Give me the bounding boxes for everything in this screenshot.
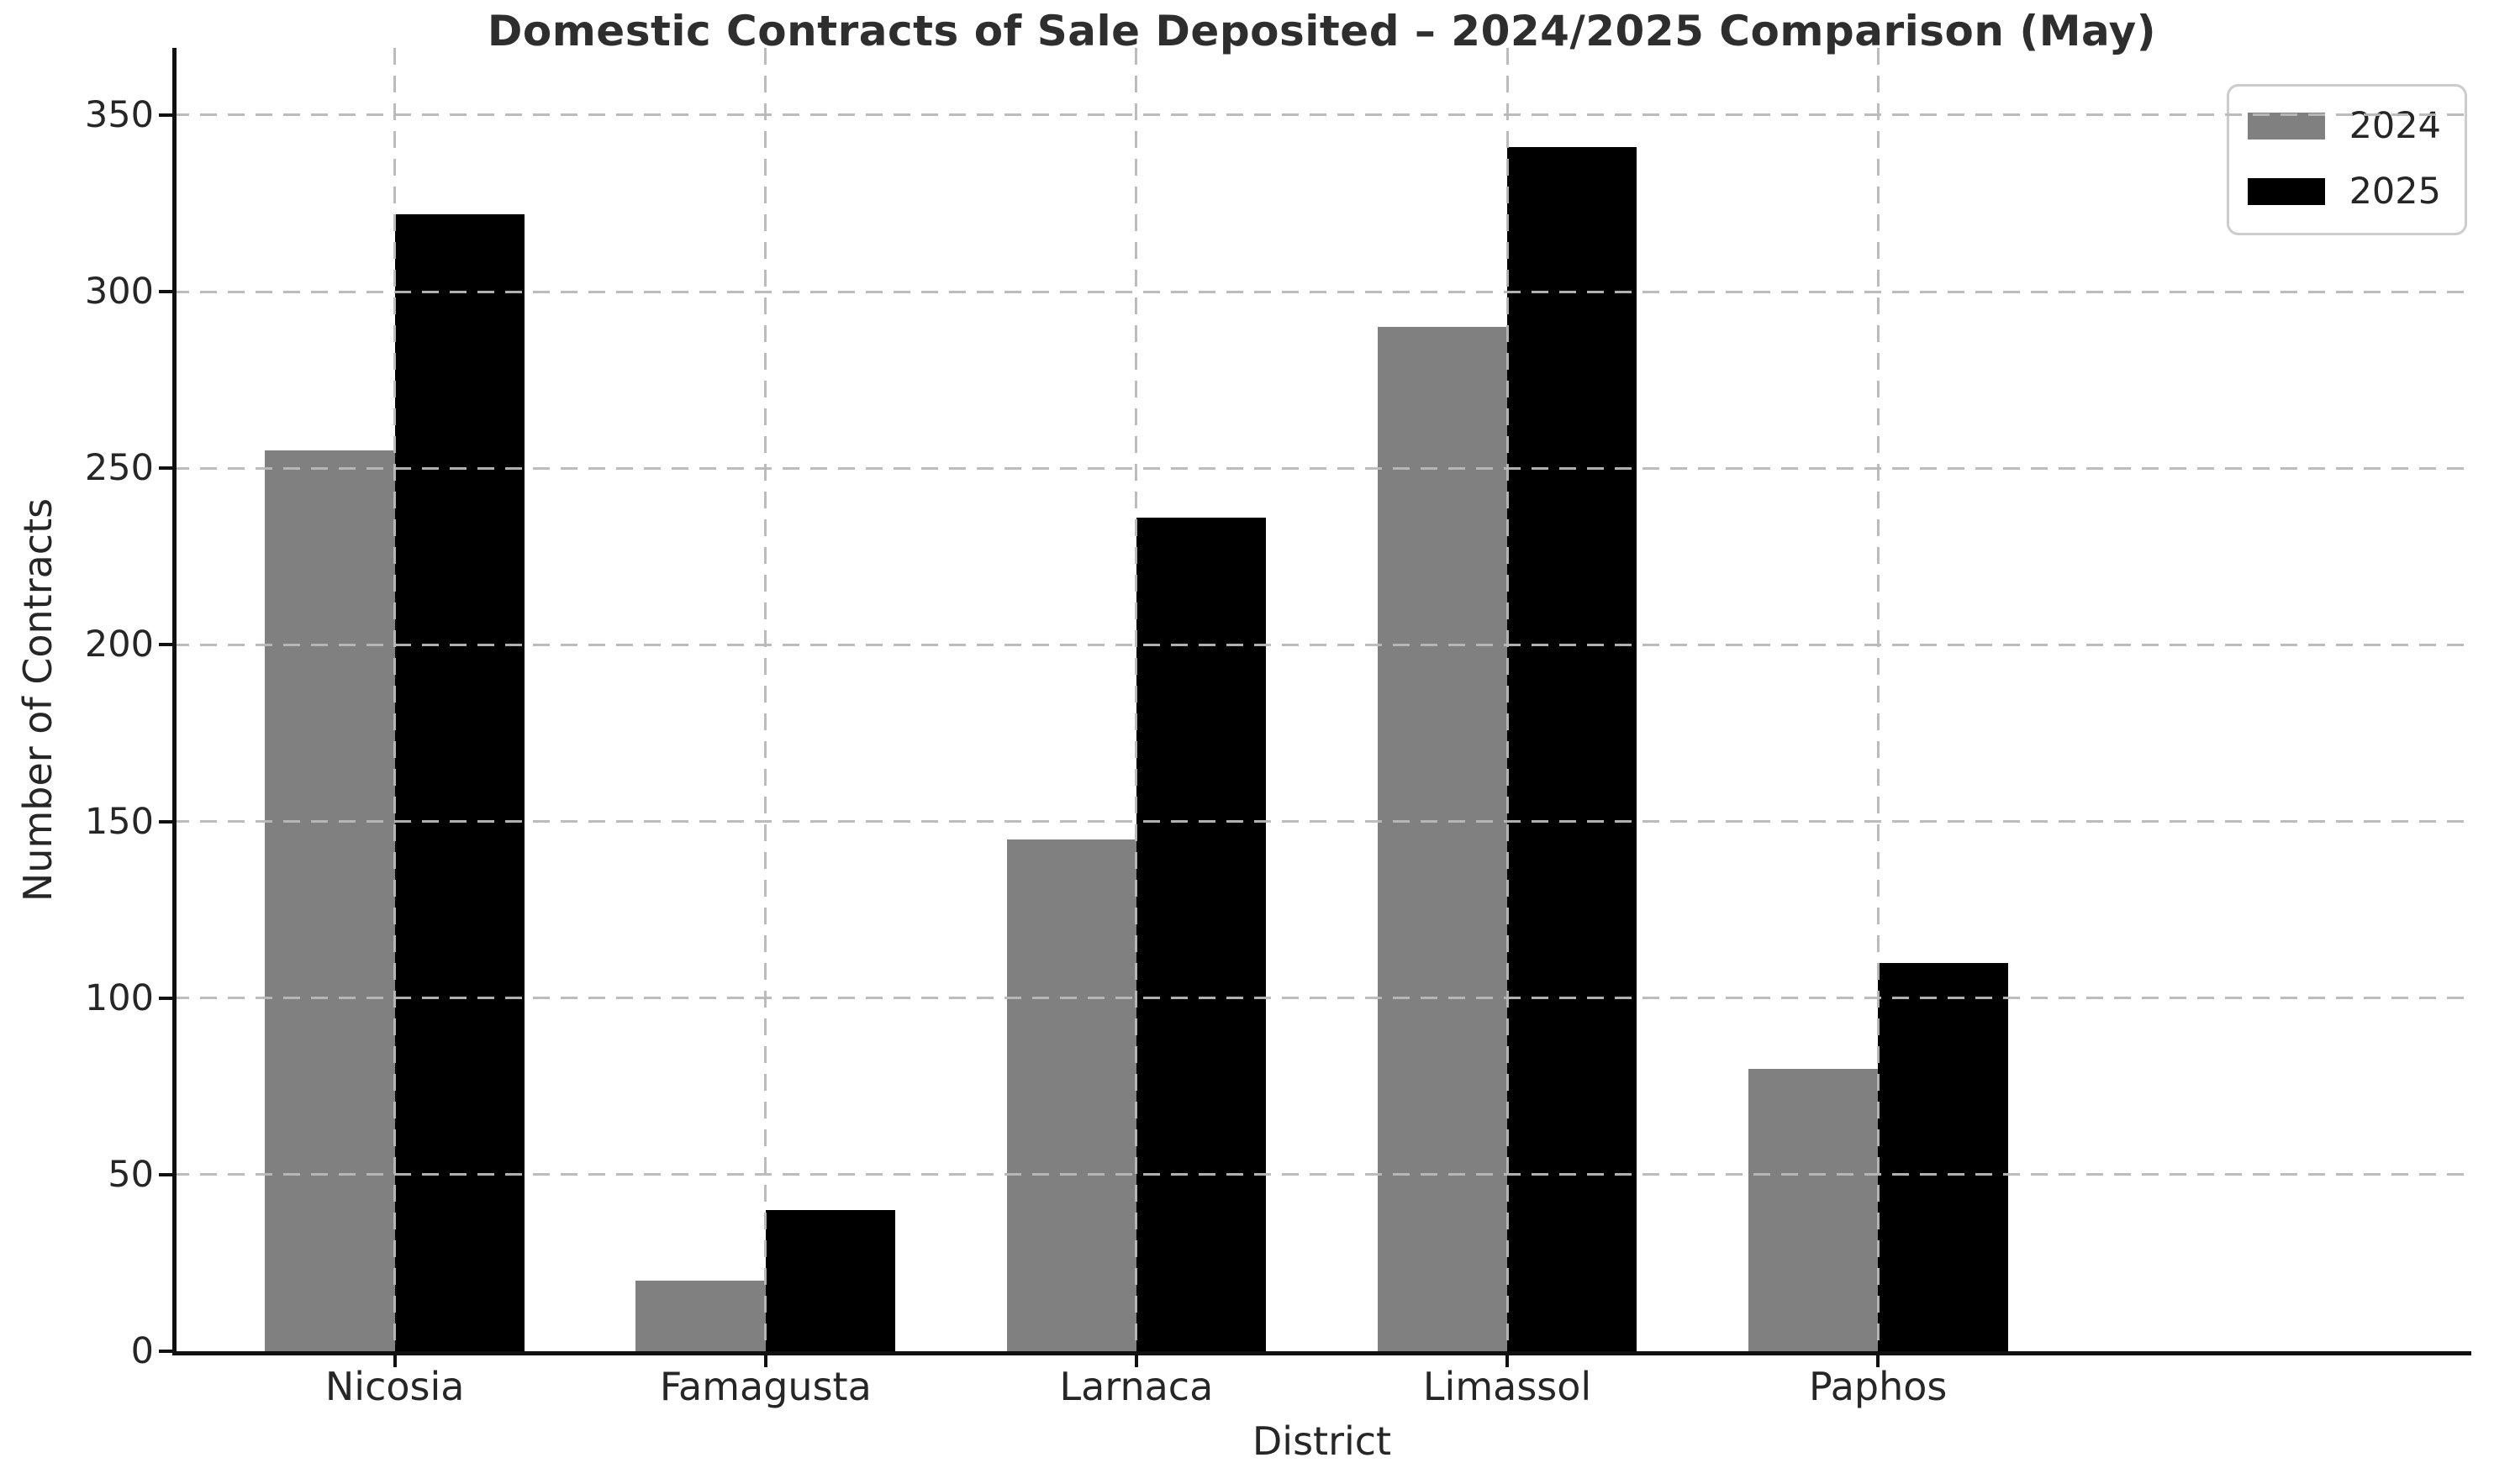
chart-title: Domestic Contracts of Sale Deposited – 2… xyxy=(487,7,2157,55)
y-tick-label-100: 100 xyxy=(84,976,154,1019)
x-tick-label-larnaca: Larnaca xyxy=(1059,1364,1214,1409)
y-tick-label-250: 250 xyxy=(84,447,154,490)
y-tick-150 xyxy=(159,819,172,824)
y-tick-label-150: 150 xyxy=(84,800,154,843)
y-tick-100 xyxy=(159,996,172,1000)
gridline-x-nicosia xyxy=(393,48,397,1351)
gridline-y-350 xyxy=(172,113,2471,117)
bar-larnaca-2025 xyxy=(1136,518,1267,1351)
y-tick-200 xyxy=(159,643,172,647)
x-tick-label-limassol: Limassol xyxy=(1422,1364,1592,1409)
gridline-x-famagusta xyxy=(764,48,767,1351)
gridline-y-150 xyxy=(172,820,2471,823)
x-tick-nicosia xyxy=(393,1355,397,1367)
bar-larnaca-2024 xyxy=(1006,839,1136,1351)
y-tick-300 xyxy=(159,290,172,294)
bar-nicosia-2025 xyxy=(394,213,525,1351)
legend-entry-2024: 2024 xyxy=(2248,105,2441,147)
x-tick-famagusta xyxy=(763,1355,767,1367)
legend-entry-2025: 2025 xyxy=(2248,171,2441,213)
x-tick-label-nicosia: Nicosia xyxy=(324,1364,465,1409)
legend-swatch-2025 xyxy=(2248,178,2325,205)
y-tick-350 xyxy=(159,113,172,117)
gridline-x-limassol xyxy=(1505,48,1509,1351)
y-tick-label-50: 50 xyxy=(108,1153,154,1196)
gridline-y-200 xyxy=(172,643,2471,646)
bar-limassol-2024 xyxy=(1377,327,1508,1351)
bar-paphos-2024 xyxy=(1748,1068,1879,1351)
x-tick-label-famagusta: Famagusta xyxy=(659,1364,872,1409)
legend-swatch-2024 xyxy=(2248,113,2325,139)
gridline-y-50 xyxy=(172,1173,2471,1176)
y-tick-250 xyxy=(159,466,172,471)
x-axis-label: District xyxy=(1252,1418,1392,1464)
x-tick-limassol xyxy=(1505,1355,1510,1367)
y-tick-label-300: 300 xyxy=(84,271,154,313)
bottom-spine xyxy=(172,1351,2471,1355)
gridline-y-300 xyxy=(172,290,2471,293)
bar-paphos-2025 xyxy=(1878,962,2008,1351)
x-tick-label-paphos: Paphos xyxy=(1809,1364,1948,1409)
gridline-y-100 xyxy=(172,997,2471,1000)
y-tick-0 xyxy=(159,1350,172,1353)
x-tick-larnaca xyxy=(1134,1355,1138,1367)
bar-famagusta-2024 xyxy=(635,1280,766,1351)
left-spine xyxy=(172,48,177,1355)
legend-label-2024: 2024 xyxy=(2349,105,2441,147)
x-tick-paphos xyxy=(1876,1355,1880,1367)
legend-label-2025: 2025 xyxy=(2349,171,2441,213)
bar-famagusta-2025 xyxy=(765,1209,896,1351)
gridline-x-paphos xyxy=(1876,48,1880,1351)
gridline-y-250 xyxy=(172,466,2471,470)
gridline-x-larnaca xyxy=(1135,48,1138,1351)
y-tick-50 xyxy=(159,1172,172,1176)
bar-limassol-2025 xyxy=(1507,146,1637,1351)
y-tick-label-0: 0 xyxy=(130,1330,154,1372)
legend: 2024 2025 xyxy=(2227,84,2467,235)
y-tick-label-350: 350 xyxy=(84,93,154,136)
y-tick-label-200: 200 xyxy=(84,624,154,666)
bar-nicosia-2024 xyxy=(265,450,395,1351)
